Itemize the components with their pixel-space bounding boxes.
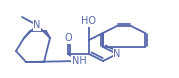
Text: O: O [64,33,72,43]
Text: HO: HO [81,16,96,26]
Text: NH: NH [72,56,86,66]
Text: N: N [33,20,41,30]
Text: N: N [113,49,121,59]
